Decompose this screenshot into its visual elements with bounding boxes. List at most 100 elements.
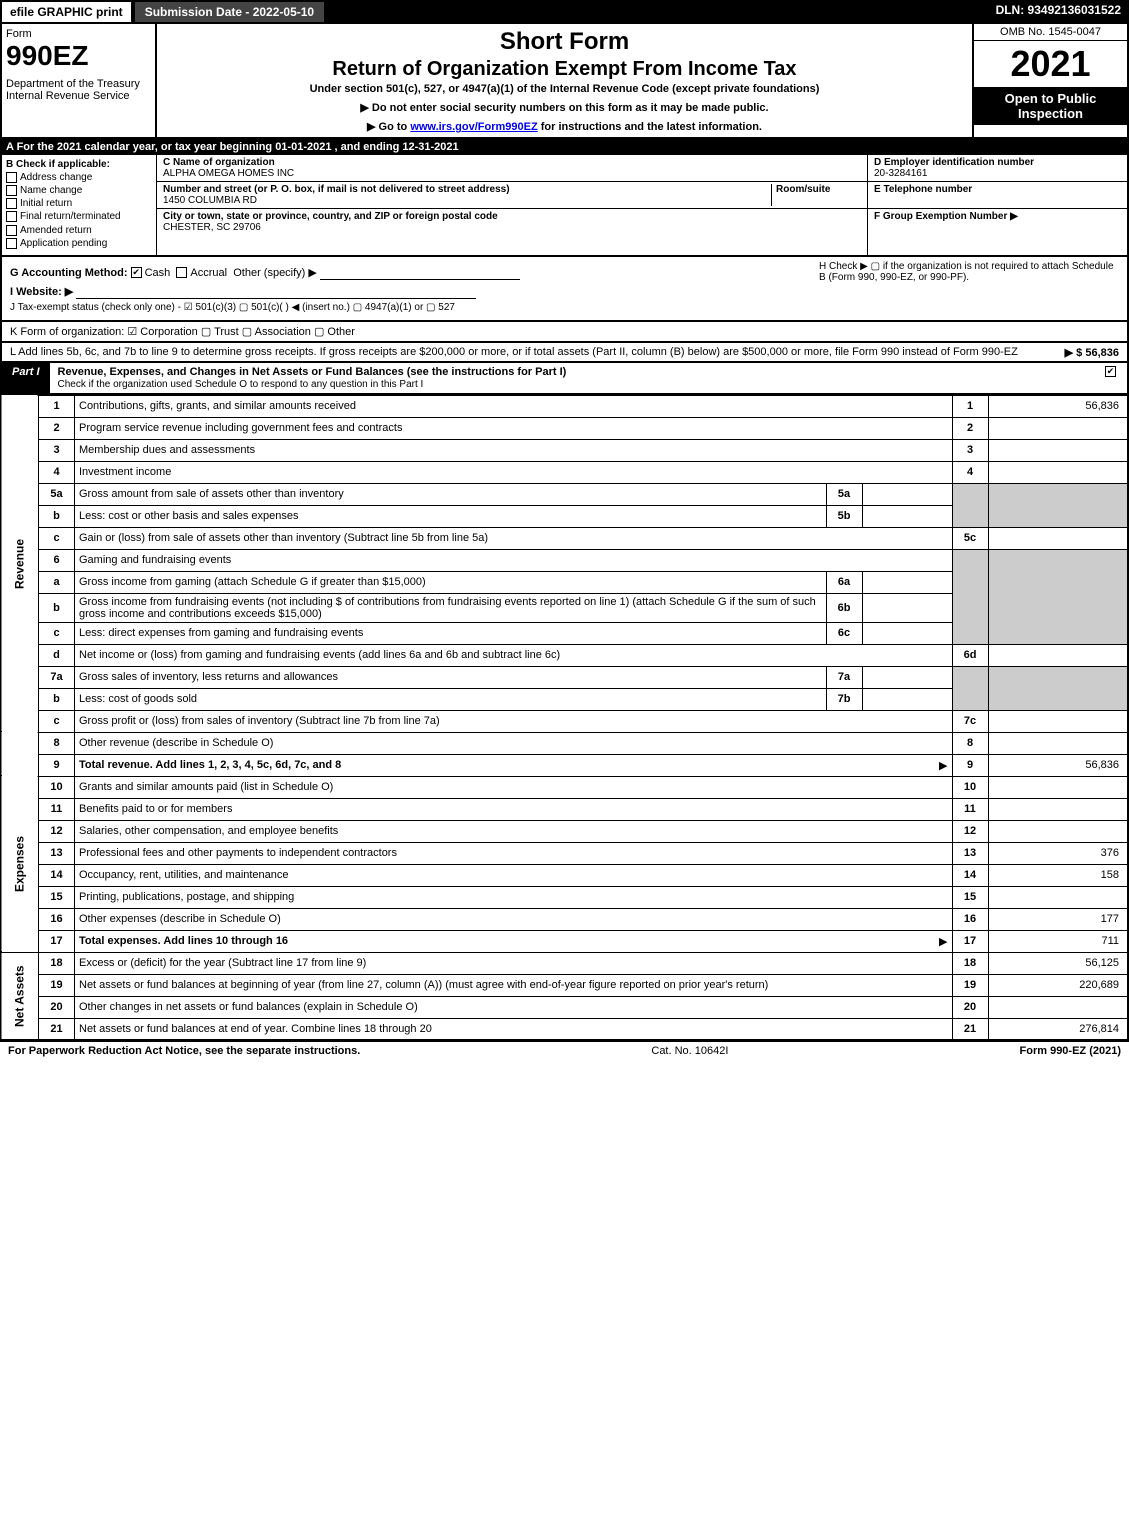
l6c-subval [862,622,952,644]
open-to-public: Open to Public Inspection [974,87,1127,125]
cb-application-pending[interactable]: Application pending [6,238,152,249]
l7b-subnum: 7b [826,688,862,710]
l12-rnum: 12 [952,820,988,842]
irs-link[interactable]: www.irs.gov/Form990EZ [410,121,537,133]
l6d-rval [988,644,1128,666]
l7a-num: 7a [39,666,75,688]
l9-desc: Total revenue. Add lines 1, 2, 3, 4, 5c,… [75,754,953,776]
l1-rval: 56,836 [988,395,1128,417]
l17-rnum: 17 [952,930,988,952]
l5b-subval [862,505,952,527]
cb-cash-label: Cash [145,267,171,279]
cb-name-change[interactable]: Name change [6,185,152,196]
l18-rnum: 18 [952,952,988,974]
c-city-cell: City or town, state or province, country… [157,209,867,235]
l12-desc: Salaries, other compensation, and employ… [75,820,953,842]
l14-rval: 158 [988,864,1128,886]
footer-right: Form 990-EZ (2021) [1020,1045,1121,1057]
cb-amended-return-label: Amended return [20,225,92,236]
form-word: Form [6,28,151,40]
l6b-subval [862,593,952,622]
l6c-desc: Less: direct expenses from gaming and fu… [75,622,827,644]
l15-num: 15 [39,886,75,908]
i-website-input[interactable] [76,283,476,299]
c-street-label: Number and street (or P. O. box, if mail… [163,184,510,195]
shade-7 [952,666,988,710]
row-a-period: A For the 2021 calendar year, or tax yea… [0,139,1129,155]
l15-desc: Printing, publications, postage, and shi… [75,886,953,908]
shade-5v [988,483,1128,527]
bullet-2-pre: ▶ Go to [367,121,410,133]
l18-num: 18 [39,952,75,974]
l5b-desc: Less: cost or other basis and sales expe… [75,505,827,527]
l9-num: 9 [39,754,75,776]
part-i-title: Revenue, Expenses, and Changes in Net As… [50,363,1097,393]
cb-cash[interactable] [131,267,142,278]
l1-num: 1 [39,395,75,417]
l2-rval [988,417,1128,439]
cb-accrual[interactable] [176,267,187,278]
l20-rnum: 20 [952,996,988,1018]
l10-rnum: 10 [952,776,988,798]
vlabel-revenue: Revenue [1,395,39,732]
l20-rval [988,996,1128,1018]
l1-desc: Contributions, gifts, grants, and simila… [75,395,953,417]
tax-year: 2021 [974,41,1127,87]
l5a-desc: Gross amount from sale of assets other t… [75,483,827,505]
cb-address-change[interactable]: Address change [6,172,152,183]
l16-desc: Other expenses (describe in Schedule O) [75,908,953,930]
cb-final-return[interactable]: Final return/terminated [6,211,152,222]
part-i-checkbox[interactable] [1097,363,1127,393]
l18-rval: 56,125 [988,952,1128,974]
d-ein-label: D Employer identification number [874,157,1034,168]
l4-rnum: 4 [952,461,988,483]
l5c-num: c [39,527,75,549]
l21-rnum: 21 [952,1018,988,1040]
c-street-value: 1450 COLUMBIA RD [163,195,257,206]
cb-application-pending-label: Application pending [20,238,107,249]
part-i-sub: Check if the organization used Schedule … [58,379,424,390]
l19-rval: 220,689 [988,974,1128,996]
l7a-subnum: 7a [826,666,862,688]
e-phone-cell: E Telephone number [868,182,1127,209]
l1-rnum: 1 [952,395,988,417]
form-header: Form 990EZ Department of the Treasury In… [0,24,1129,139]
cb-initial-return[interactable]: Initial return [6,198,152,209]
cb-amended-return[interactable]: Amended return [6,225,152,236]
part-i-tab: Part I [2,363,50,393]
l2-desc: Program service revenue including govern… [75,417,953,439]
f-group-label: F Group Exemption Number ▶ [874,211,1018,222]
l6b-subnum: 6b [826,593,862,622]
l8-rval [988,732,1128,754]
g-label: G Accounting Method: [10,267,128,279]
i-website: I Website: ▶ [10,283,1119,299]
cb-name-change-label: Name change [20,185,82,196]
header-mid: Short Form Return of Organization Exempt… [157,24,972,137]
c-city-label: City or town, state or province, country… [163,211,498,222]
efile-print-label[interactable]: efile GRAPHIC print [0,0,133,24]
spacer [326,0,987,24]
l20-desc: Other changes in net assets or fund bala… [75,996,953,1018]
c-street-cell: Number and street (or P. O. box, if mail… [157,182,867,209]
l7c-rval [988,710,1128,732]
l6b-num: b [39,593,75,622]
g-other-input[interactable] [320,264,520,280]
l10-rval [988,776,1128,798]
bullet-2: ▶ Go to www.irs.gov/Form990EZ for instru… [165,120,964,133]
l9-rval: 56,836 [988,754,1128,776]
g-other-label: Other (specify) ▶ [233,267,317,279]
l11-desc: Benefits paid to or for members [75,798,953,820]
l16-num: 16 [39,908,75,930]
shade-6v [988,549,1128,644]
lines-table: Revenue 1 Contributions, gifts, grants, … [0,395,1129,1042]
l11-num: 11 [39,798,75,820]
l17-desc: Total expenses. Add lines 10 through 16 … [75,930,953,952]
under-section-text: Under section 501(c), 527, or 4947(a)(1)… [165,83,964,95]
l6a-num: a [39,571,75,593]
return-title: Return of Organization Exempt From Incom… [165,58,964,81]
l5b-num: b [39,505,75,527]
header-left: Form 990EZ Department of the Treasury In… [2,24,157,137]
l-amount: ▶ $ 56,836 [1065,346,1119,359]
l4-desc: Investment income [75,461,953,483]
l3-rnum: 3 [952,439,988,461]
